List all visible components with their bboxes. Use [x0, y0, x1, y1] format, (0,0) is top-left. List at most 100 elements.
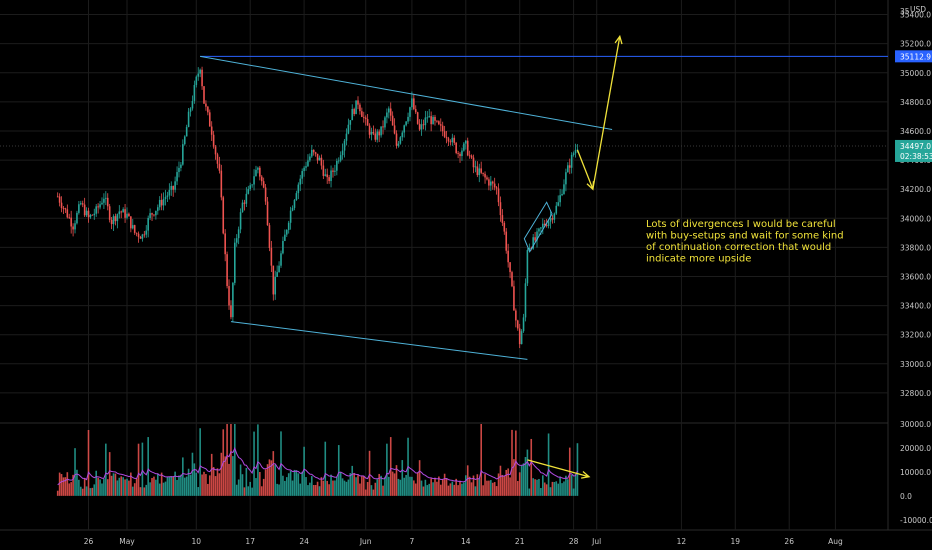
volume-bar [201, 474, 203, 496]
price-tick-label: 34200.0 [900, 185, 931, 194]
candle-body [497, 188, 500, 203]
volume-bar [193, 463, 196, 496]
volume-bar [491, 482, 494, 496]
trend-drawings[interactable] [200, 34, 888, 479]
volume-bar [189, 474, 192, 496]
price-tick-label: 32800.0 [900, 389, 931, 398]
candle-body [197, 73, 200, 77]
candle-body [81, 203, 84, 205]
volume-bar [567, 479, 569, 496]
volume-bar [480, 424, 482, 496]
volume-bar [499, 465, 502, 496]
candle-body [232, 282, 234, 318]
candle-body [341, 150, 344, 156]
candle-body [99, 204, 101, 208]
candle-body [76, 212, 78, 224]
volume-bar [272, 451, 275, 496]
resistance-price-tag [895, 50, 932, 63]
volume-bar [76, 469, 78, 496]
candle-body [393, 125, 396, 134]
candle-body [270, 247, 273, 266]
volume-bar [145, 484, 148, 496]
candle-body [74, 223, 76, 230]
candle-body [453, 137, 456, 143]
volume-bar [374, 482, 377, 496]
candle-body [411, 98, 413, 108]
volume-bar [83, 478, 86, 496]
candle-body [488, 179, 490, 186]
candle-body [234, 242, 236, 283]
candle-body [282, 240, 284, 254]
volume-bar [384, 476, 386, 496]
candle-body [426, 117, 429, 119]
candle-body [70, 217, 72, 227]
candle-body [228, 286, 230, 306]
candle-body [235, 238, 238, 243]
volume-bar [108, 452, 111, 496]
volume-tick-label: 0.0 [900, 492, 912, 501]
volume-bar [220, 452, 223, 496]
volume-bar [309, 482, 311, 496]
volume-bar [207, 483, 209, 496]
candle-body [391, 115, 394, 126]
price-tick-label: 34600.0 [900, 127, 931, 136]
candle-body [364, 117, 367, 120]
candle-body [565, 172, 567, 185]
volume-tick-label: -10000.0 [900, 516, 932, 525]
candle-body [64, 208, 67, 210]
candle-body [515, 310, 517, 321]
candle-countdown-text: 02:38:53 [900, 152, 932, 161]
candle-body [528, 248, 531, 251]
candle-body [112, 216, 115, 225]
volume-bar [268, 459, 271, 496]
volume-bar [316, 481, 319, 496]
candle-body [449, 141, 452, 143]
volume-bar [518, 472, 521, 496]
candle-body [56, 196, 59, 198]
volume-bar [511, 429, 513, 496]
candle-body [509, 262, 511, 273]
candle-body [545, 225, 548, 227]
volume-bar [563, 481, 565, 496]
volume-bar [414, 483, 417, 496]
volume-bar [337, 445, 340, 496]
volume-bar [361, 475, 363, 496]
time-tick-label: 7 [410, 537, 415, 546]
time-axis[interactable]: 26 May 10 17 24 Jun 7 14 21 28 Jul 12 19 26 Aug [84, 537, 843, 546]
price-axis[interactable]: 32800.0 33000.0 33200.0 33400.0 33600.0 33800… [900, 5, 931, 398]
volume-bar [409, 476, 411, 496]
candle-body [503, 222, 506, 232]
candle-body [549, 218, 552, 222]
volume-bar [93, 484, 96, 496]
volume-bar [74, 448, 76, 496]
candle-body [122, 209, 124, 213]
volume-bar [453, 484, 456, 496]
volume-bar [424, 479, 427, 496]
volume-bar [78, 479, 80, 496]
candle-body [245, 193, 248, 204]
volume-bar [89, 488, 92, 496]
candle-body [349, 120, 352, 125]
volume-bar [326, 480, 328, 496]
volume-bar [228, 463, 230, 496]
volume-bars [56, 424, 579, 496]
candle-body [183, 136, 186, 145]
volume-bar [160, 472, 163, 496]
volume-bar [505, 469, 508, 496]
candle-body [66, 209, 69, 218]
candle-body [466, 140, 469, 156]
candle-body [157, 207, 159, 211]
volume-bar [120, 476, 123, 496]
candle-body [372, 131, 375, 134]
candle-body [451, 137, 454, 143]
candle-body [526, 250, 529, 284]
volume-bar [237, 479, 240, 496]
price-tick-label: 33000.0 [900, 360, 931, 369]
candle-body [203, 86, 205, 104]
volume-bar [314, 484, 317, 496]
volume-bar [347, 479, 350, 496]
candle-body [93, 213, 96, 216]
volume-bar [205, 474, 207, 496]
candle-body [174, 181, 176, 190]
